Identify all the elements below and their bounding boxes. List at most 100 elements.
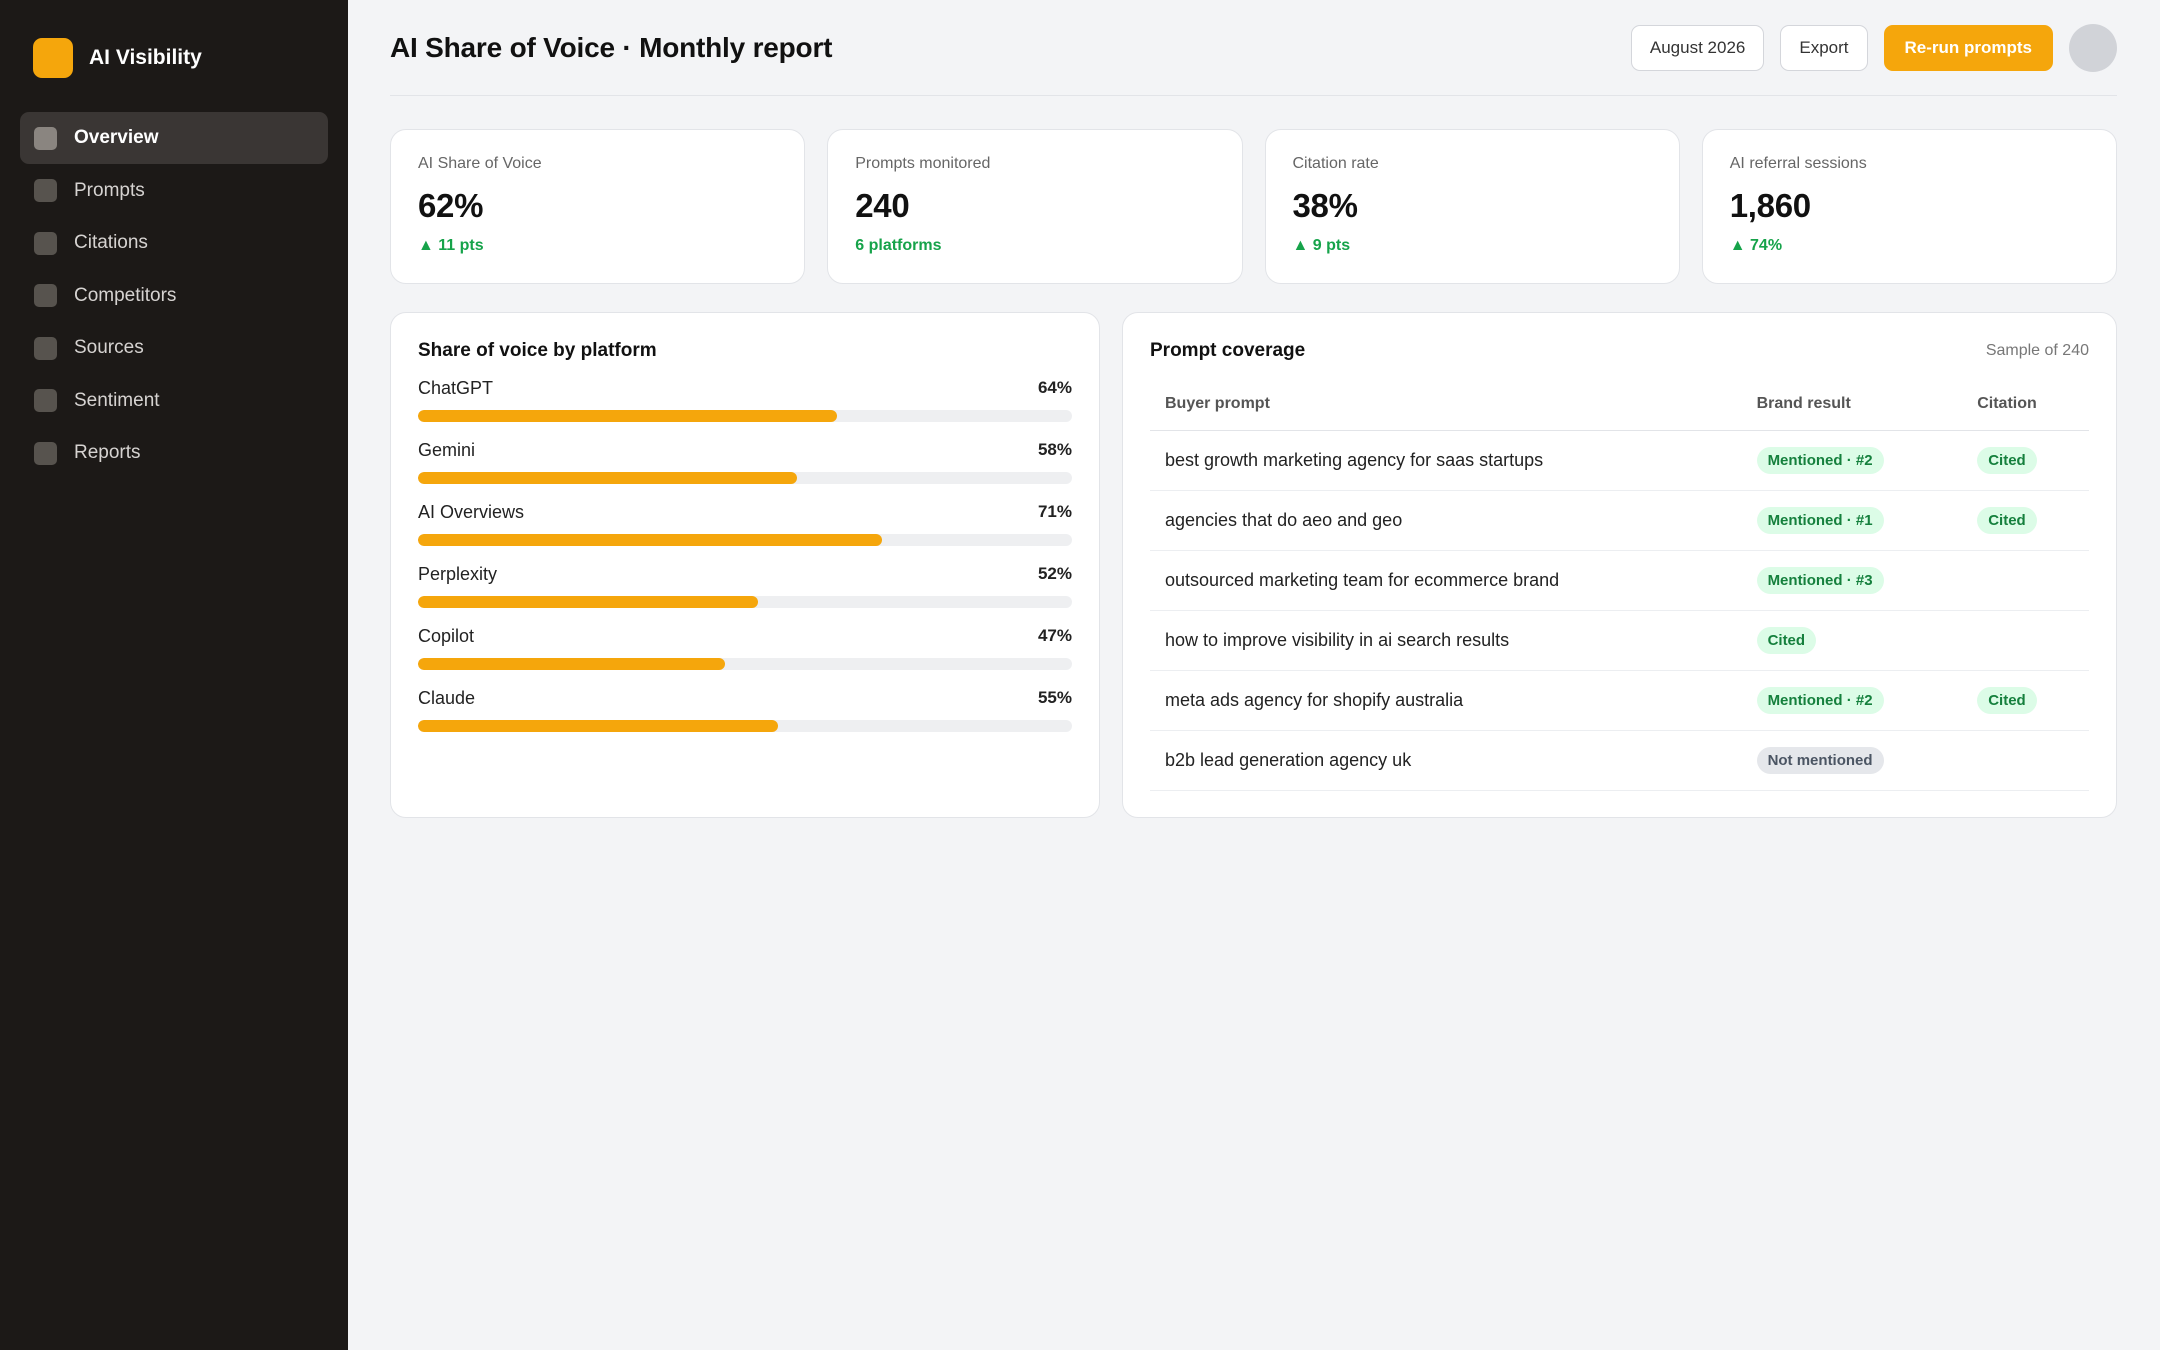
brand-name: AI Visibility: [89, 46, 202, 69]
bar-header: Claude 55%: [418, 688, 1072, 709]
sidebar-item-label: Overview: [74, 127, 159, 148]
kpi-label: AI referral sessions: [1729, 155, 1867, 172]
sidebar-item-overview[interactable]: Overview: [20, 112, 328, 164]
export-button[interactable]: Export: [1780, 24, 1868, 71]
brand-result-badge: Mentioned · #3: [1756, 566, 1884, 594]
citation-badge: Cited: [1977, 686, 2037, 714]
table-header-row: Buyer prompt Brand result Citation: [1150, 378, 2089, 431]
buyer-prompt-cell: best growth marketing agency for saas st…: [1150, 430, 1742, 491]
sidebar-item-sources[interactable]: Sources: [20, 322, 328, 374]
rerun-prompts-button[interactable]: Re-run prompts: [1883, 24, 2053, 71]
bar-header: Gemini 58%: [418, 440, 1072, 461]
buyer-prompt-cell: b2b lead generation agency uk: [1150, 730, 1742, 791]
platform-share-value: 71%: [1037, 502, 1072, 521]
platform-share-value: 47%: [1037, 626, 1072, 645]
bar-fill: [418, 472, 798, 484]
platform-share-value: 64%: [1037, 378, 1072, 397]
kpi-card-share-of-voice: AI Share of Voice 62% ▲ 11 pts: [390, 129, 806, 284]
brand-result-cell: Mentioned · #2: [1741, 430, 1963, 491]
brand-result-cell: Cited: [1741, 610, 1963, 671]
prompt-coverage-table: Buyer prompt Brand result Citation best …: [1150, 378, 2089, 791]
brand-result-cell: Mentioned · #1: [1741, 490, 1963, 551]
kpi-card-prompts-monitored: Prompts monitored 240 6 platforms: [827, 129, 1243, 284]
bar-header: Perplexity 52%: [418, 564, 1072, 585]
overview-icon: [34, 126, 57, 150]
sidebar-item-label: Citations: [74, 232, 148, 253]
sidebar: AI Visibility Overview Prompts Citations…: [0, 0, 348, 1350]
page-title: AI Share of Voice · Monthly report: [390, 31, 833, 63]
buyer-prompt-cell: agencies that do aeo and geo: [1150, 490, 1742, 551]
sample-size-label: Sample of 240: [1985, 342, 2089, 359]
platform-bar-row: AI Overviews 71%: [418, 502, 1072, 546]
kpi-label: Prompts monitored: [855, 155, 991, 172]
sidebar-item-competitors[interactable]: Competitors: [20, 270, 328, 322]
column-header-brand-result[interactable]: Brand result: [1741, 378, 1963, 431]
sidebar-item-citations[interactable]: Citations: [20, 217, 328, 269]
reports-icon: [34, 441, 57, 465]
bar-track: [418, 596, 1072, 608]
main-content: AI Share of Voice · Monthly report Augus…: [348, 0, 2160, 1350]
avatar[interactable]: [2069, 23, 2117, 72]
brand-result-badge: Cited: [1756, 626, 1817, 654]
platform-share-value: 58%: [1037, 440, 1072, 459]
sidebar-item-label: Sentiment: [74, 389, 160, 411]
sidebar-item-label: Prompts: [74, 179, 145, 201]
brand-result-badge: Mentioned · #2: [1756, 686, 1884, 714]
kpi-label: Citation rate: [1292, 155, 1379, 172]
bar-fill: [418, 658, 726, 670]
bar-fill: [418, 596, 759, 608]
table-row[interactable]: b2b lead generation agency uk Not mention…: [1150, 730, 2089, 791]
table-row[interactable]: agencies that do aeo and geo Mentioned · …: [1150, 490, 2089, 551]
brand-result-cell: Mentioned · #3: [1741, 550, 1963, 611]
bar-fill: [418, 720, 778, 732]
platform-name: Claude: [418, 688, 476, 708]
bar-track: [418, 658, 1072, 670]
panel-title: Share of voice by platform: [418, 340, 657, 361]
platform-name: Copilot: [418, 626, 475, 646]
citation-badge: Cited: [1977, 506, 2037, 534]
buyer-prompt-cell: meta ads agency for shopify australia: [1150, 670, 1742, 731]
platform-share-panel: Share of voice by platform ChatGPT 64% Gem…: [390, 312, 1100, 818]
sidebar-nav: Overview Prompts Citations Competitors S…: [20, 112, 328, 479]
brand-result-badge: Mentioned · #2: [1756, 446, 1884, 474]
brand[interactable]: AI Visibility: [20, 34, 328, 82]
kpi-value: 1,860: [1729, 187, 1811, 224]
period-picker-button[interactable]: August 2026: [1630, 24, 1765, 71]
sidebar-item-sentiment[interactable]: Sentiment: [20, 375, 328, 427]
kpi-delta: ▲ 11 pts: [418, 237, 484, 254]
citation-cell: Cited: [1962, 490, 2089, 551]
platform-share-value: 55%: [1037, 688, 1072, 707]
kpi-delta: 6 platforms: [855, 237, 942, 254]
bar-header: Copilot 47%: [418, 626, 1072, 647]
sidebar-item-prompts[interactable]: Prompts: [20, 165, 328, 217]
column-header-citation[interactable]: Citation: [1962, 378, 2089, 431]
sources-icon: [34, 336, 57, 360]
bar-track: [418, 720, 1072, 732]
bar-track: [418, 472, 1072, 484]
platform-name: Gemini: [418, 440, 476, 460]
kpi-value: 38%: [1292, 187, 1358, 224]
competitors-icon: [34, 284, 57, 307]
kpi-value: 62%: [418, 187, 484, 224]
kpi-card-ai-referral-sessions: AI referral sessions 1,860 ▲ 74%: [1701, 129, 2117, 284]
platform-bar-row: Copilot 47%: [418, 626, 1072, 670]
table-row[interactable]: outsourced marketing team for ecommerce …: [1150, 550, 2089, 611]
table-row[interactable]: best growth marketing agency for saas st…: [1150, 430, 2089, 491]
table-row[interactable]: how to improve visibility in ai search r…: [1150, 610, 2089, 671]
citation-cell: Cited: [1962, 430, 2089, 491]
bar-header: ChatGPT 64%: [418, 378, 1072, 399]
sidebar-item-label: Sources: [74, 337, 144, 358]
platform-name: ChatGPT: [418, 378, 494, 398]
sidebar-item-reports[interactable]: Reports: [20, 427, 328, 479]
bar-fill: [418, 410, 837, 422]
bar-header: AI Overviews 71%: [418, 502, 1072, 523]
citation-cell: Cited: [1962, 670, 2089, 731]
brand-logo-icon: [33, 38, 73, 78]
panel-title: Prompt coverage: [1150, 340, 1306, 361]
bar-track: [418, 534, 1072, 546]
prompt-coverage-panel: Prompt coverage Sample of 240 Buyer prom…: [1122, 312, 2117, 818]
citations-icon: [34, 231, 57, 255]
table-row[interactable]: meta ads agency for shopify australia Men…: [1150, 670, 2089, 731]
brand-result-cell: Mentioned · #2: [1741, 670, 1963, 731]
column-header-buyer-prompt[interactable]: Buyer prompt: [1150, 378, 1742, 431]
